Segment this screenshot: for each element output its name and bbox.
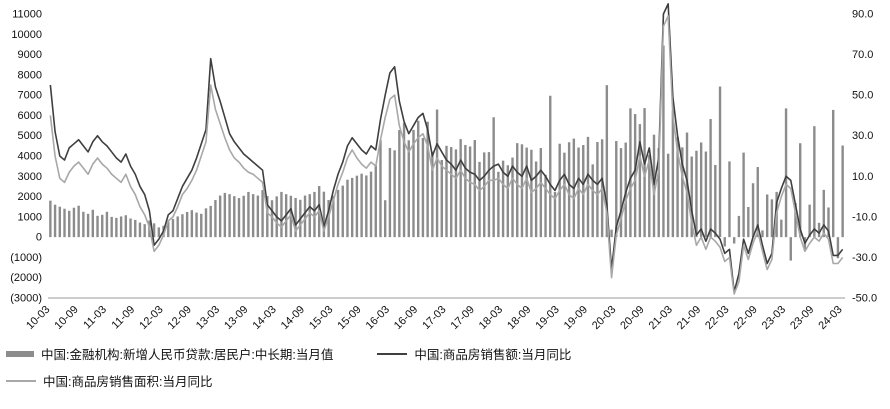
svg-text:11-03: 11-03 (81, 304, 109, 332)
svg-text:-30.0: -30.0 (852, 252, 877, 264)
svg-text:50.0: 50.0 (852, 90, 873, 102)
svg-text:10-09: 10-09 (52, 304, 80, 332)
svg-text:20-09: 20-09 (618, 304, 646, 332)
legend-label-sales-value: 中国:商品房销售额:当月同比 (414, 348, 572, 362)
svg-text:(2000): (2000) (10, 272, 42, 284)
svg-text:22-09: 22-09 (731, 304, 759, 332)
svg-text:-10.0: -10.0 (852, 211, 877, 223)
svg-text:-50.0: -50.0 (852, 293, 877, 305)
svg-text:30.0: 30.0 (852, 130, 873, 142)
svg-text:14-03: 14-03 (250, 304, 278, 332)
svg-text:16-09: 16-09 (392, 304, 420, 332)
svg-text:21-09: 21-09 (675, 304, 703, 332)
light-line-swatch-icon (6, 379, 36, 382)
chart-area: 11000 10000 9000 8000 7000 6000 5000 4000 3000 20… (10, 3, 877, 332)
svg-text:21-03: 21-03 (647, 304, 675, 332)
dark-line-swatch-icon (377, 352, 408, 355)
svg-text:8000: 8000 (18, 69, 42, 81)
svg-text:13-03: 13-03 (194, 304, 222, 332)
svg-text:11000: 11000 (12, 9, 42, 21)
svg-text:13-09: 13-09 (222, 304, 250, 332)
svg-text:5000: 5000 (18, 130, 42, 142)
svg-text:12-03: 12-03 (137, 304, 165, 332)
bar-series-swatch-icon (6, 350, 34, 357)
svg-text:23-03: 23-03 (760, 304, 788, 332)
legend-row-1: 中国:金融机构:新增人民币贷款:居民户:中长期:当月值 中国:商品房销售额:当月… (6, 344, 890, 363)
svg-text:16-03: 16-03 (364, 304, 392, 332)
legend: 中国:金融机构:新增人民币贷款:居民户:中长期:当月值 中国:商品房销售额:当月… (0, 340, 890, 390)
svg-text:6000: 6000 (18, 110, 42, 122)
svg-text:10000: 10000 (11, 29, 42, 41)
svg-text:90.0: 90.0 (852, 9, 873, 21)
svg-text:12-09: 12-09 (166, 304, 194, 332)
legend-item-sales-value: 中国:商品房销售额:当月同比 (377, 344, 571, 363)
svg-text:10-03: 10-03 (24, 304, 52, 332)
svg-text:7000: 7000 (18, 90, 42, 102)
svg-text:15-03: 15-03 (307, 304, 335, 332)
svg-text:10.0: 10.0 (852, 171, 873, 183)
legend-item-sales-area: 中国:商品房销售面积:当月同比 (6, 371, 212, 390)
svg-text:11-09: 11-09 (110, 304, 138, 332)
svg-text:18-09: 18-09 (505, 304, 533, 332)
svg-text:19-09: 19-09 (562, 304, 590, 332)
svg-text:14-09: 14-09 (279, 304, 307, 332)
legend-item-loans: 中国:金融机构:新增人民币贷款:居民户:中长期:当月值 (6, 344, 333, 363)
svg-text:70.0: 70.0 (852, 49, 873, 61)
svg-text:(3000): (3000) (10, 293, 42, 305)
legend-label-loans: 中国:金融机构:新增人民币贷款:居民户:中长期:当月值 (41, 348, 334, 362)
svg-text:17-09: 17-09 (449, 304, 477, 332)
svg-text:9000: 9000 (18, 49, 42, 61)
legend-label-sales-area: 中国:商品房销售面积:当月同比 (43, 375, 213, 389)
svg-text:19-03: 19-03 (533, 304, 561, 332)
svg-text:18-03: 18-03 (477, 304, 505, 332)
legend-row-2: 中国:商品房销售面积:当月同比 (6, 371, 890, 390)
svg-text:0: 0 (36, 232, 42, 244)
svg-text:2000: 2000 (18, 191, 42, 203)
chart-canvas: 1100010000900080007000600050004000300020… (10, 3, 877, 332)
svg-text:22-03: 22-03 (703, 304, 731, 332)
svg-text:17-03: 17-03 (420, 304, 448, 332)
svg-text:23-09: 23-09 (788, 304, 816, 332)
svg-text:4000: 4000 (18, 151, 42, 163)
svg-text:3000: 3000 (18, 171, 42, 183)
svg-text:20-03: 20-03 (590, 304, 618, 332)
svg-text:1000: 1000 (18, 211, 42, 223)
svg-text:15-09: 15-09 (335, 304, 363, 332)
svg-text:24-03: 24-03 (816, 304, 844, 332)
svg-text:(1000): (1000) (10, 252, 42, 264)
